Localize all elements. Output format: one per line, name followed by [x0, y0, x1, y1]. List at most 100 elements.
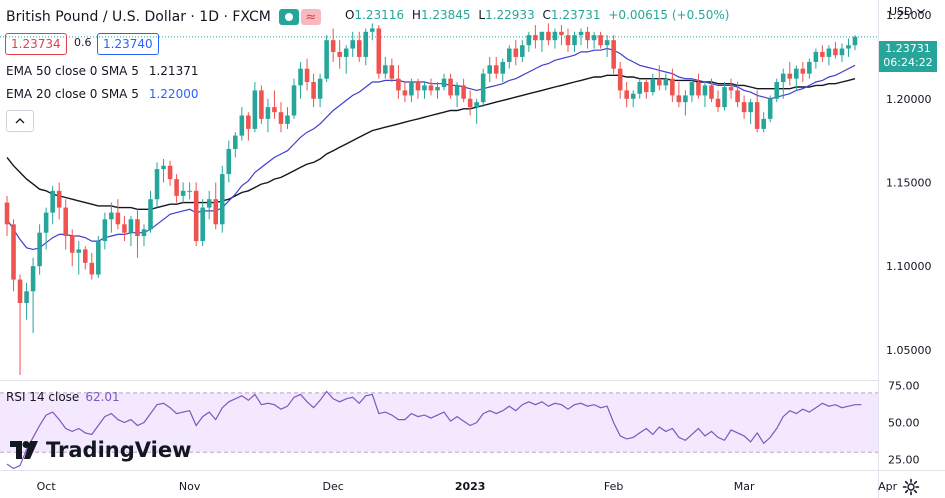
candle-body — [11, 224, 16, 280]
sell-price-button[interactable]: 1.23734 — [5, 33, 67, 55]
candle-body — [683, 95, 688, 103]
candle-body — [148, 199, 153, 230]
candle-body — [676, 95, 682, 103]
candle-body — [852, 36, 858, 46]
candle-body — [428, 85, 434, 91]
candle-body — [774, 82, 780, 99]
candle-body — [252, 90, 258, 129]
candle-body — [552, 31, 558, 41]
candle-body — [833, 48, 838, 56]
candle-body — [141, 229, 147, 237]
candle-body — [520, 45, 525, 57]
candle-body — [728, 87, 734, 91]
candle-body — [611, 40, 616, 69]
high-label: H — [411, 8, 421, 22]
rsi-label: RSI 14 close — [6, 390, 80, 404]
candle-body — [219, 174, 225, 225]
candle-body — [330, 40, 336, 52]
candle-body — [487, 65, 492, 74]
time-tick-label: 2023 — [455, 480, 486, 493]
candle-body — [513, 48, 519, 57]
candle-body — [376, 28, 382, 74]
candle-body — [787, 73, 793, 79]
indicator-label: EMA 20 close 0 SMA 5 — [6, 87, 139, 101]
tradingview-logo[interactable]: TradingView — [10, 438, 191, 462]
candle-body — [63, 207, 68, 237]
time-tick-label: Mar — [734, 480, 755, 493]
candle-body — [767, 98, 773, 119]
chevron-down-icon — [916, 9, 925, 14]
candle-body — [304, 68, 310, 83]
collapse-indicators-button[interactable] — [6, 110, 34, 132]
candle-body — [624, 90, 629, 99]
rsi-tick-label: 50.00 — [888, 417, 920, 430]
indicator-ema20[interactable]: EMA 20 close 0 SMA 5 1.22000 — [6, 87, 198, 101]
candle-body — [526, 35, 532, 46]
candle-body — [617, 68, 623, 91]
time-tick-label: Nov — [179, 480, 201, 493]
candle-body — [565, 35, 571, 46]
indicator-label: EMA 50 close 0 SMA 5 — [6, 64, 139, 78]
candle-body — [500, 61, 506, 74]
last-price-label: 1.23731 06:24:22 — [879, 41, 937, 72]
candle-body — [89, 262, 95, 275]
close-value: 1.23731 — [550, 8, 601, 22]
candle-body — [317, 78, 323, 99]
rsi-legend[interactable]: RSI 14 close 62.01 — [6, 390, 120, 404]
currency-selector[interactable]: USD — [889, 5, 925, 18]
candle-body — [467, 98, 473, 108]
compare-icon[interactable]: ≈ — [300, 9, 321, 25]
candle-body — [546, 31, 551, 41]
candle-body — [174, 179, 179, 196]
price-tick-label: 1.15000 — [886, 176, 932, 189]
candle-body — [559, 31, 564, 36]
candle-body — [741, 102, 747, 113]
candle-body — [696, 82, 701, 96]
symbol-title[interactable]: British Pound / U.S. Dollar · 1D · FXCM — [6, 9, 271, 25]
candle-body — [794, 68, 799, 79]
candle-body — [637, 82, 643, 94]
candle-body — [298, 68, 303, 86]
settings-gear-icon[interactable] — [902, 478, 920, 496]
rsi-value: 62.01 — [85, 390, 120, 404]
candle-body — [337, 51, 342, 57]
candle-body — [272, 107, 277, 113]
candle-body — [213, 199, 219, 225]
candle-body — [813, 51, 819, 62]
candle-body — [259, 90, 264, 119]
open-label: O — [345, 8, 355, 22]
candle-body — [161, 165, 166, 170]
candle-body — [539, 31, 545, 41]
candle-body — [239, 115, 245, 136]
candle-body — [754, 102, 760, 129]
candle-body — [285, 115, 290, 124]
candle-body — [448, 78, 453, 96]
last-price: 1.23731 — [885, 42, 931, 55]
candle-body — [415, 82, 421, 91]
buy-price-button[interactable]: 1.23740 — [97, 33, 159, 55]
candle-body — [135, 219, 140, 237]
candle-body — [650, 78, 656, 93]
indicator-value: 1.21371 — [148, 64, 199, 78]
candles — [4, 23, 858, 375]
candle-body — [572, 35, 577, 46]
candle-body — [154, 169, 160, 200]
candle-body — [187, 190, 192, 192]
candle-body — [480, 73, 486, 103]
candle-body — [435, 87, 440, 91]
indicator-ema50[interactable]: EMA 50 close 0 SMA 5 1.21371 — [6, 64, 198, 78]
candle-body — [422, 85, 427, 91]
chevron-up-icon — [15, 118, 25, 124]
candle-body — [396, 78, 401, 91]
ema20-line — [6, 47, 856, 251]
candle-body — [30, 266, 36, 292]
candle-body — [226, 148, 232, 175]
candle-body — [246, 115, 251, 129]
candle-body — [748, 102, 753, 113]
candle-body — [807, 61, 812, 74]
candle-body — [663, 78, 669, 86]
market-open-icon[interactable] — [278, 9, 299, 25]
candle-body — [591, 35, 597, 41]
rsi-band — [0, 392, 878, 453]
